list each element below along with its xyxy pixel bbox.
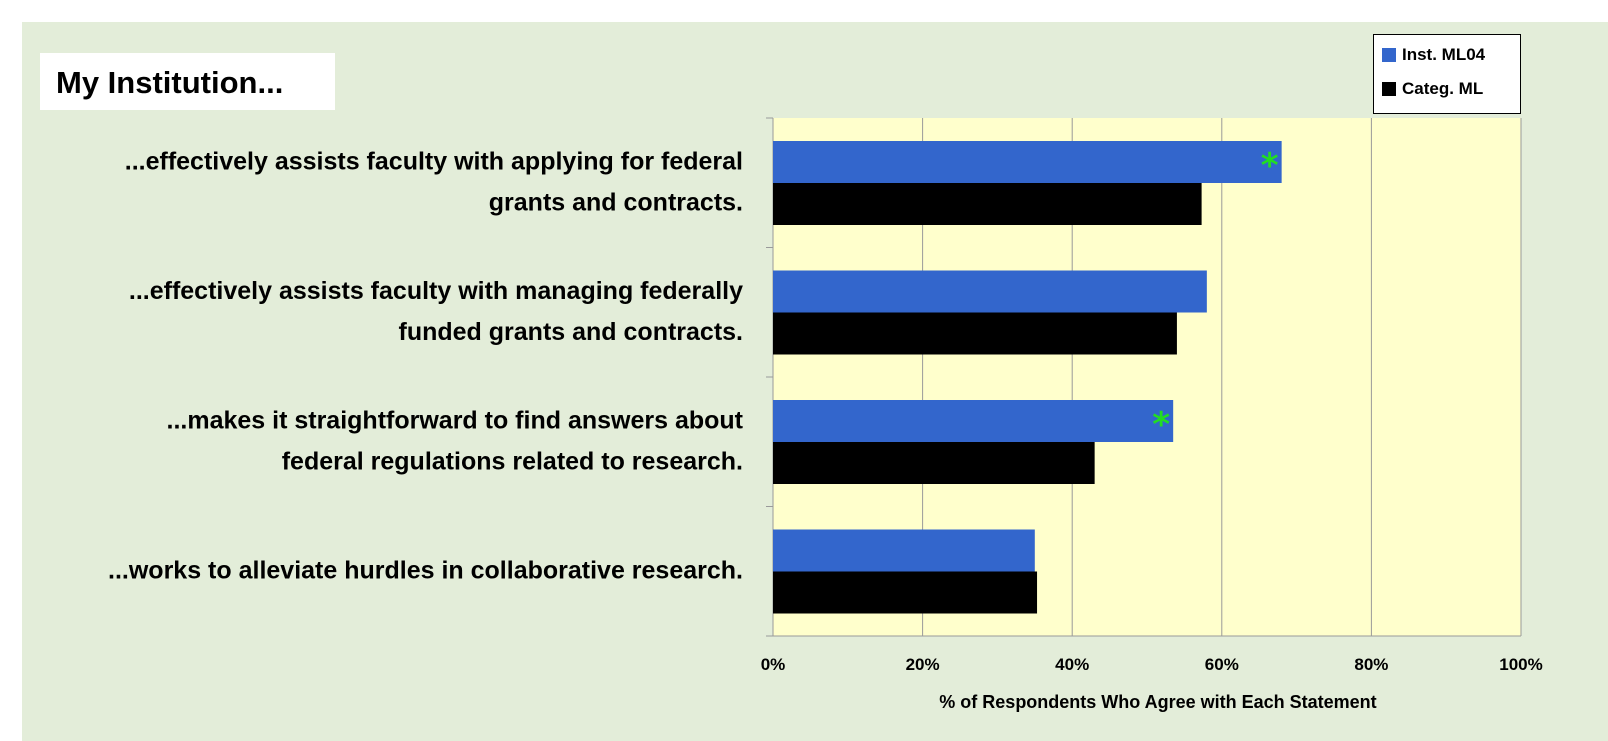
bar-categ-ml xyxy=(773,183,1202,225)
bar-inst-ml04 xyxy=(773,400,1174,442)
x-tick-label: 0% xyxy=(761,655,786,674)
category-label: ...effectively assists faculty with appl… xyxy=(125,147,743,175)
bar-categ-ml xyxy=(773,442,1095,484)
category-label: federal regulations related to research. xyxy=(282,447,743,475)
legend-label-inst: Inst. ML04 xyxy=(1402,45,1486,64)
category-label: ...works to alleviate hurdles in collabo… xyxy=(108,556,743,584)
bar-inst-ml04 xyxy=(773,141,1282,183)
category-label: ...effectively assists faculty with mana… xyxy=(129,277,743,305)
legend-label-categ: Categ. ML xyxy=(1402,79,1484,98)
bar-inst-ml04 xyxy=(773,270,1207,313)
x-tick-label: 80% xyxy=(1354,655,1388,674)
category-label: grants and contracts. xyxy=(489,188,743,216)
bar-categ-ml xyxy=(773,312,1177,355)
category-label: ...makes it straightforward to find answ… xyxy=(167,406,744,434)
legend-swatch-inst xyxy=(1382,48,1396,62)
x-tick-label: 20% xyxy=(906,655,940,674)
significance-marker: * xyxy=(1261,146,1279,186)
x-tick-label: 60% xyxy=(1205,655,1239,674)
category-label: funded grants and contracts. xyxy=(399,318,743,346)
x-tick-label: 100% xyxy=(1499,655,1542,674)
legend-item-categ: Categ. ML xyxy=(1382,75,1483,103)
bar-inst-ml04 xyxy=(773,529,1035,572)
chart-title: My Institution... xyxy=(56,65,284,100)
legend: Inst. ML04 Categ. ML xyxy=(1373,34,1521,114)
bar-categ-ml xyxy=(773,571,1038,614)
legend-swatch-categ xyxy=(1382,82,1396,96)
legend-item-inst: Inst. ML04 xyxy=(1382,41,1485,69)
title-box: My Institution... xyxy=(40,53,335,110)
x-tick-label: 40% xyxy=(1055,655,1089,674)
significance-marker: * xyxy=(1152,405,1170,445)
x-axis-title: % of Respondents Who Agree with Each Sta… xyxy=(939,692,1376,712)
